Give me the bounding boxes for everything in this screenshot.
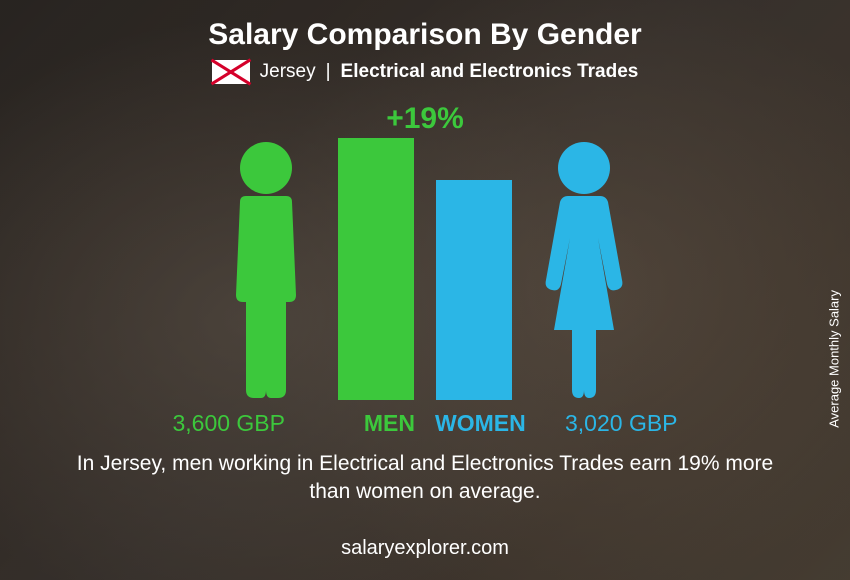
jersey-flag-icon bbox=[212, 60, 250, 84]
men-salary-value: 3,600 GBP bbox=[145, 410, 285, 437]
male-person-icon bbox=[216, 140, 316, 400]
men-bar bbox=[338, 138, 414, 400]
women-label: WOMEN bbox=[435, 410, 545, 437]
separator: | bbox=[326, 61, 331, 83]
labels-row: 3,600 GBP MEN WOMEN 3,020 GBP bbox=[0, 410, 850, 437]
y-axis-label: Average Monthly Salary bbox=[827, 290, 842, 428]
women-salary-value: 3,020 GBP bbox=[565, 410, 705, 437]
men-label: MEN bbox=[305, 410, 415, 437]
description-text: In Jersey, men working in Electrical and… bbox=[60, 450, 790, 507]
subtitle-row: Jersey | Electrical and Electronics Trad… bbox=[0, 60, 850, 84]
men-icon-wrap bbox=[216, 140, 316, 400]
main-title: Salary Comparison By Gender bbox=[0, 18, 850, 52]
footer-source: salaryexplorer.com bbox=[0, 537, 850, 560]
category-label: Electrical and Electronics Trades bbox=[341, 61, 639, 83]
bar-chart bbox=[0, 130, 850, 400]
infographic-container: Salary Comparison By Gender Jersey | Ele… bbox=[0, 0, 850, 580]
female-person-icon bbox=[534, 140, 634, 400]
women-bar bbox=[436, 180, 512, 400]
location-label: Jersey bbox=[260, 61, 316, 83]
women-icon-wrap bbox=[534, 140, 634, 400]
